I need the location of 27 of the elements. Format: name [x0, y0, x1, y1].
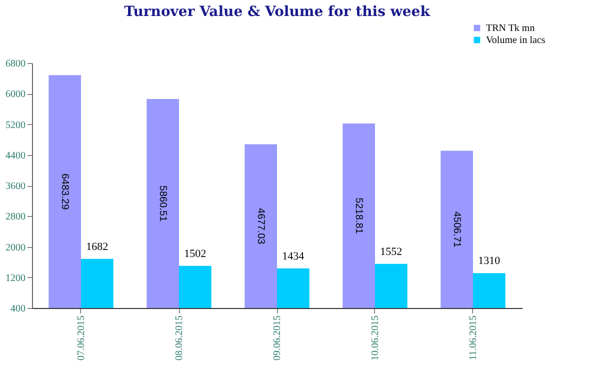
- y-tick-label: 1200: [6, 272, 26, 284]
- x-tick-label: 08.06.2015: [174, 316, 185, 360]
- y-tick-label: 5200: [6, 120, 26, 131]
- y-tick-label: 2800: [6, 212, 26, 223]
- legend-label: Volume in lacs: [486, 35, 546, 46]
- data-label: 5218.81: [352, 198, 364, 234]
- x-tick-label: 09.06.2015: [272, 316, 283, 360]
- x-tick-label: 10.06.2015: [370, 316, 381, 360]
- y-tick-label: 2000: [6, 242, 26, 254]
- x-tick-label: 07.06.2015: [76, 316, 87, 360]
- data-label: 5860.51: [156, 185, 168, 222]
- y-tick-label: 6800: [6, 58, 26, 70]
- y-tick-label: 400: [10, 304, 26, 314]
- data-label: 1552: [380, 246, 402, 258]
- y-tick-label: 3600: [6, 181, 26, 192]
- data-label: 6483.29: [58, 173, 70, 210]
- data-label: 1502: [184, 248, 206, 260]
- data-label: 1434: [282, 250, 305, 262]
- data-label: 4677.03: [254, 208, 266, 245]
- data-label: 1310: [478, 255, 501, 268]
- data-label: 4506.71: [450, 211, 462, 248]
- legend-label: TRN Tk mn: [486, 23, 535, 34]
- data-label: 1682: [86, 240, 108, 253]
- chart-title: Turnover Value & Volume for this week: [124, 4, 430, 20]
- y-tick-label: 4400: [6, 150, 26, 162]
- y-tick-label: 6000: [6, 89, 26, 100]
- x-tick-label: 11.06.2015: [468, 316, 479, 360]
